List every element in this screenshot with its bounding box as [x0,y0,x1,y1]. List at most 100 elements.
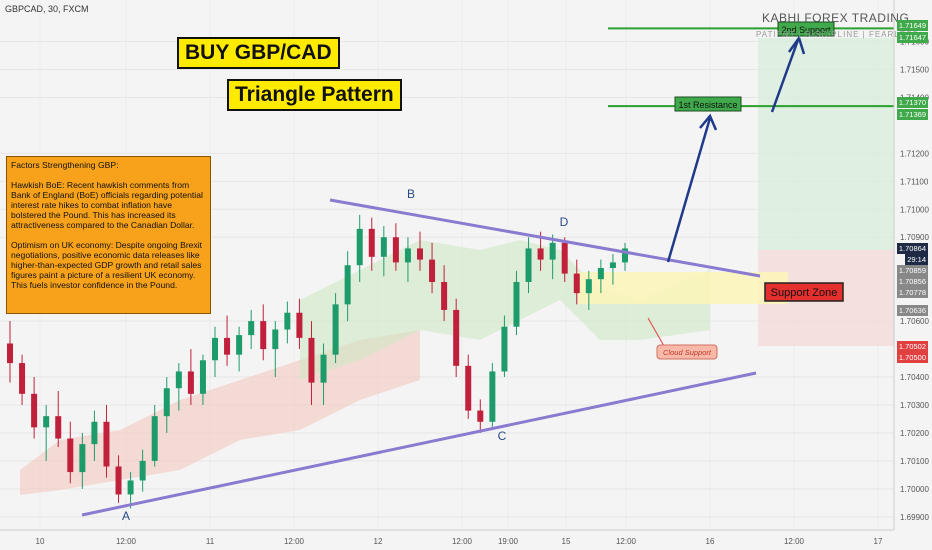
candle-body [19,363,26,394]
pattern-point-a: A [122,509,130,523]
price-tick-label: 1.71200 [900,149,929,158]
candle-body [549,242,556,260]
price-label: 1.70778 [896,287,928,298]
candle-body [356,228,363,266]
brand-tagline: PATIENT | DISCIPLINE | FEARLESS [756,30,919,39]
candle-body [477,410,484,422]
candle-body [368,228,375,257]
arrowhead-resistance [699,113,718,131]
level-lines [608,27,894,108]
support2-callout-text: 2nd Support [781,25,831,35]
candle-body [513,281,520,327]
price-tick-label: 1.70200 [900,429,929,438]
time-tick-label: 12:00 [284,537,305,546]
candle-body [284,312,291,330]
candle-body [489,371,496,422]
resistance-callout-box [674,96,742,112]
price-tick-label: 1.70400 [900,373,929,382]
price-label: 29:14 [905,254,928,265]
candle-body [67,438,74,473]
price-tick-label: 1.70000 [900,485,929,494]
pattern-point-c: C [498,429,507,443]
price-label: 1.70856 [896,276,928,287]
price-label: 1.70636 [896,305,928,316]
candle-body [260,321,267,350]
time-tick-label: 17 [874,537,883,546]
time-tick-label: 12:00 [616,537,637,546]
time-tick-label: 10 [36,537,45,546]
candle-body [417,248,423,260]
upper-trendline[interactable] [329,198,761,278]
candle-body [597,268,604,280]
main-title: BUY GBP/CAD [177,37,340,69]
candle-body [537,248,544,260]
price-label: 1.70864 [896,243,928,254]
candle-body [212,337,218,361]
time-axis: 10 12:00 11 12:00 12 12:00 19:00 15 12:00 16 12:00… [0,529,894,546]
price-label: 1.71647 [896,32,928,43]
candle-body [103,421,110,467]
pattern-point-b: B [407,187,415,201]
candle-body [55,416,62,439]
candle-body [248,321,255,336]
candle-body [332,304,339,355]
fundamentals-para-1: Hawkish BoE: Recent hawkish comments fro… [11,180,203,230]
candle-body [127,480,134,495]
price-label: 1.70500 [896,352,928,363]
candle-body [43,416,50,428]
time-tick-label: 15 [562,537,571,546]
candle-body [404,248,411,263]
candle-body [585,279,592,294]
time-tick-label: 12:00 [116,537,137,546]
candle-body [465,365,472,411]
time-tick-label: 11 [206,537,215,546]
pattern-title: Triangle Pattern [227,79,402,111]
price-label: 1.71649 [896,20,928,31]
lower-trendline[interactable] [81,371,757,517]
support-zone-callout-text: Support Zone [771,287,838,299]
price-tick-label: 1.71000 [900,205,929,214]
brand-name: KABHI FOREX TRADING [762,11,910,25]
fundamentals-para-2: Optimism on UK economy: Despite ongoing … [11,240,203,290]
candle-body [224,337,231,355]
time-tick-label: 12 [374,537,383,546]
price-tick-label: 1.69900 [900,513,929,522]
candle-body [344,265,351,305]
pattern-point-d: D [560,215,569,229]
price-tick-label: 1.71100 [900,177,929,186]
price-label: 1.71370 [896,97,928,108]
candle-body [175,371,182,389]
price-label: 1.70502 [896,341,928,352]
price-tick-label: 1.70300 [900,401,929,410]
candle-body [308,337,315,383]
time-tick-label: 12:00 [784,537,805,546]
candle-body [199,360,206,394]
candle-body [380,237,387,257]
candle-body [163,388,170,417]
candle-body [561,242,568,274]
candle-body [573,273,580,294]
candle-body [609,262,616,268]
cloud-pointer [647,317,665,347]
candlesticks [7,214,628,509]
candle-body [151,416,158,461]
candle-body [441,281,448,310]
time-tick-label: 16 [706,537,715,546]
candle-body [296,312,303,338]
candle-body [453,309,460,366]
time-tick-label: 19:00 [498,537,519,546]
pattern-point-labels: A B D C [122,187,569,523]
candle-body [622,248,628,263]
resistance-callout-text: 1st Resistance [678,100,737,110]
candle-body [236,335,243,355]
candle-body [31,393,38,428]
fundamentals-box: Factors Strengthening GBP: Hawkish BoE: … [6,156,211,314]
price-label: 1.70859 [896,265,928,276]
arrow-to-resistance [666,117,712,263]
fundamentals-heading: Factors Strengthening GBP: [11,160,119,170]
price-tick-label: 1.70100 [900,457,929,466]
support-zone-callout-box [764,282,844,302]
price-tick-label: 1.70900 [900,233,929,242]
candle-body [7,343,13,364]
